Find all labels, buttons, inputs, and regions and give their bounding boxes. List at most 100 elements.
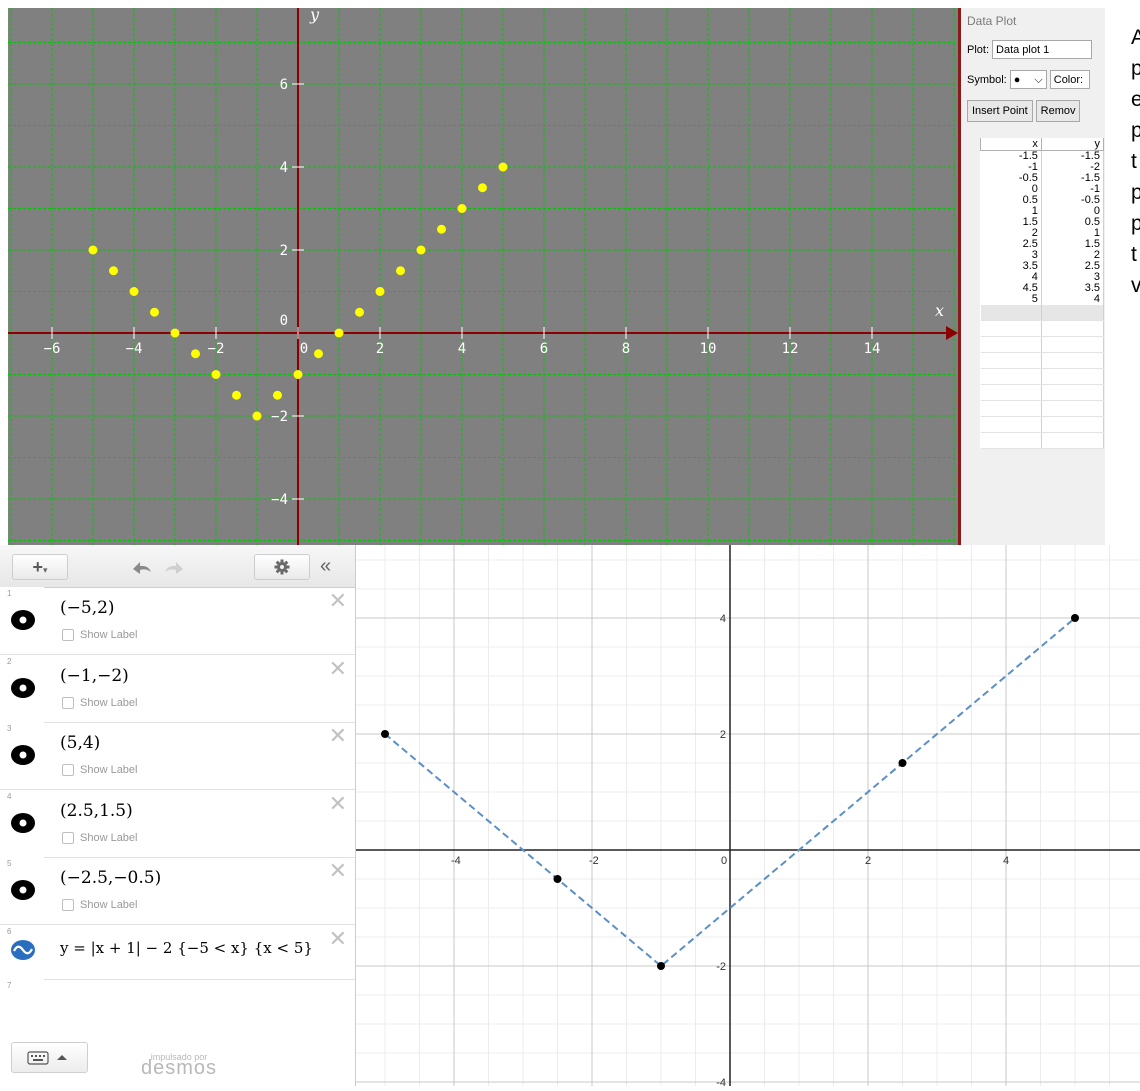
empty-table-row[interactable]: [980, 384, 1105, 401]
cell-x[interactable]: -0.5: [980, 173, 1042, 184]
empty-cell[interactable]: [980, 400, 1042, 417]
show-label-toggle[interactable]: Show Label: [62, 697, 138, 709]
expression-row-7[interactable]: 7: [0, 979, 355, 1049]
show-label-checkbox[interactable]: [62, 899, 74, 911]
cell-y[interactable]: 4: [1041, 294, 1105, 305]
expression-row-6[interactable]: 6 y = |x + 1| − 2 {−5 < x} {x < 5} ✕: [0, 925, 355, 980]
cell-x[interactable]: 1.5: [980, 217, 1042, 228]
cell-y[interactable]: -1: [1041, 184, 1105, 195]
table-row[interactable]: -1 -2: [980, 162, 1105, 173]
plot-name-field[interactable]: Data plot 1: [992, 40, 1093, 59]
show-label-toggle[interactable]: Show Label: [62, 832, 138, 844]
column-header-x[interactable]: x: [980, 138, 1042, 151]
cell-x[interactable]: 3: [980, 250, 1042, 261]
show-label-toggle[interactable]: Show Label: [62, 629, 138, 641]
delete-expression-icon[interactable]: ✕: [328, 791, 347, 816]
empty-cell[interactable]: [980, 368, 1042, 385]
expression-row-1[interactable]: 1 (−5,2) Show Label ✕: [0, 587, 355, 655]
point-style-icon[interactable]: [10, 677, 36, 699]
cell-x[interactable]: 2: [980, 228, 1042, 239]
table-row[interactable]: 0.5 -0.5: [980, 195, 1105, 206]
cell-y[interactable]: 0.5: [1041, 217, 1105, 228]
empty-cell[interactable]: [980, 336, 1042, 353]
table-row[interactable]: -0.5 -1.5: [980, 173, 1105, 184]
expression-row-5[interactable]: 5 (−2.5,−0.5) Show Label ✕: [0, 857, 355, 925]
show-label-toggle[interactable]: Show Label: [62, 764, 138, 776]
empty-cell[interactable]: [1041, 305, 1105, 321]
curve-style-icon[interactable]: [10, 939, 36, 961]
table-row[interactable]: -1.5 -1.5: [980, 150, 1105, 162]
empty-cell[interactable]: [980, 320, 1042, 337]
settings-button[interactable]: [254, 554, 310, 580]
delete-expression-icon[interactable]: ✕: [328, 926, 347, 951]
empty-cell[interactable]: [1041, 320, 1105, 337]
desmos-graph-canvas[interactable]: -4-2024642-2-4: [356, 545, 1140, 1089]
empty-cell[interactable]: [1041, 384, 1105, 401]
empty-table-row[interactable]: [980, 368, 1105, 385]
redo-button[interactable]: [162, 559, 186, 575]
cell-y[interactable]: -1.5: [1041, 173, 1105, 184]
point-style-icon[interactable]: [10, 812, 36, 834]
empty-cell[interactable]: [1041, 352, 1105, 369]
delete-expression-icon[interactable]: ✕: [328, 656, 347, 681]
column-header-y[interactable]: y: [1040, 138, 1105, 151]
desmos-graph-area[interactable]: -4-2024642-2-4: [356, 545, 1140, 1089]
show-label-toggle[interactable]: Show Label: [62, 899, 138, 911]
cell-x[interactable]: -1: [980, 162, 1042, 173]
empty-table-row[interactable]: [980, 305, 1105, 321]
cell-y[interactable]: 1: [1041, 228, 1105, 239]
delete-expression-icon[interactable]: ✕: [328, 858, 347, 883]
delete-expression-icon[interactable]: ✕: [328, 588, 347, 613]
symbol-dropdown[interactable]: ● ⌵: [1009, 70, 1047, 89]
expression-row-4[interactable]: 4 (2.5,1.5) Show Label ✕: [0, 790, 355, 858]
remove-button[interactable]: Remov: [1035, 100, 1081, 122]
cell-x[interactable]: 3.5: [980, 261, 1042, 272]
color-label[interactable]: Color:: [1049, 70, 1090, 89]
cell-y[interactable]: -2: [1041, 162, 1105, 173]
insert-point-button[interactable]: Insert Point: [967, 100, 1033, 122]
expression-latex[interactable]: (2.5,1.5): [60, 801, 133, 821]
cell-x[interactable]: 4: [980, 272, 1042, 283]
empty-cell[interactable]: [980, 305, 1042, 321]
collapse-list-button[interactable]: «: [320, 555, 331, 578]
empty-cell[interactable]: [980, 384, 1042, 401]
point-style-icon[interactable]: [10, 879, 36, 901]
expression-row-2[interactable]: 2 (−1,−2) Show Label ✕: [0, 655, 355, 723]
expression-latex[interactable]: y = |x + 1| − 2 {−5 < x} {x < 5}: [60, 939, 313, 957]
cell-x[interactable]: 1: [980, 206, 1042, 217]
delete-expression-icon[interactable]: ✕: [328, 723, 347, 748]
cell-x[interactable]: 4.5: [980, 283, 1042, 294]
expression-latex[interactable]: (5,4): [60, 733, 101, 753]
cell-y[interactable]: 1.5: [1041, 239, 1105, 250]
empty-cell[interactable]: [980, 432, 1042, 449]
show-label-checkbox[interactable]: [62, 697, 74, 709]
empty-table-row[interactable]: [980, 416, 1105, 433]
empty-cell[interactable]: [1041, 400, 1105, 417]
table-row[interactable]: 3.5 2.5: [980, 261, 1105, 272]
point-style-icon[interactable]: [10, 744, 36, 766]
table-row[interactable]: 4.5 3.5: [980, 283, 1105, 294]
expression-latex[interactable]: (−1,−2): [60, 666, 129, 686]
show-label-checkbox[interactable]: [62, 629, 74, 641]
cell-x[interactable]: 2.5: [980, 239, 1042, 250]
expression-latex[interactable]: (−2.5,−0.5): [60, 868, 162, 888]
table-row[interactable]: 0 -1: [980, 184, 1105, 195]
empty-cell[interactable]: [1041, 432, 1105, 449]
expression-row-3[interactable]: 3 (5,4) Show Label ✕: [0, 722, 355, 790]
add-item-button[interactable]: +▾: [12, 554, 68, 580]
cell-x[interactable]: 5: [980, 294, 1042, 305]
expression-latex[interactable]: (−5,2): [60, 598, 115, 618]
empty-cell[interactable]: [980, 352, 1042, 369]
cell-y[interactable]: 0: [1041, 206, 1105, 217]
cell-x[interactable]: 0.5: [980, 195, 1042, 206]
table-row[interactable]: 2.5 1.5: [980, 239, 1105, 250]
cell-y[interactable]: -0.5: [1041, 195, 1105, 206]
empty-cell[interactable]: [1041, 416, 1105, 433]
cell-y[interactable]: -1.5: [1041, 150, 1105, 162]
empty-table-row[interactable]: [980, 400, 1105, 417]
